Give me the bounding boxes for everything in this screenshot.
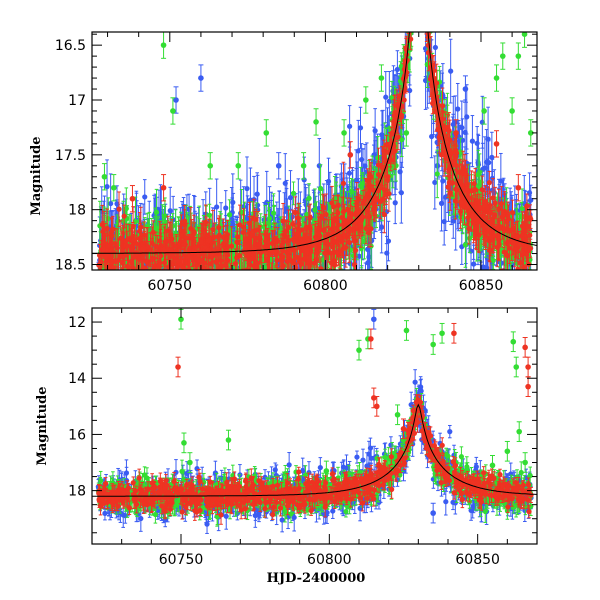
data-point bbox=[437, 65, 443, 99]
outlier-point bbox=[462, 75, 469, 103]
data-point bbox=[357, 106, 364, 149]
data-point bbox=[142, 179, 148, 215]
data-point bbox=[394, 50, 400, 89]
data-point bbox=[469, 115, 476, 168]
y-tick-label: 16.5 bbox=[55, 38, 86, 54]
outlier-point bbox=[198, 64, 204, 92]
y-tick-label: 17.5 bbox=[55, 148, 86, 164]
y-tick-label: 18 bbox=[68, 203, 86, 219]
top-data-points bbox=[96, 32, 534, 270]
top-panel: 60750 60800 60850 16.5 17 17.5 18 18.5 Magnitud… bbox=[29, 31, 538, 294]
data-point bbox=[229, 206, 236, 242]
data-point bbox=[282, 153, 288, 214]
y-tick-label: 17 bbox=[68, 93, 86, 109]
x-tick-label: 60750 bbox=[159, 552, 204, 568]
data-point bbox=[347, 105, 353, 148]
data-point bbox=[397, 150, 403, 193]
x-tick-label: 60850 bbox=[459, 278, 504, 294]
data-point bbox=[448, 38, 454, 104]
data-point bbox=[459, 100, 465, 155]
data-point bbox=[432, 155, 438, 210]
x-tick-label: 60850 bbox=[455, 552, 500, 568]
data-point bbox=[355, 119, 361, 183]
x-tick-label: 60800 bbox=[307, 552, 352, 568]
top-y-axis-label: Magnitude bbox=[29, 136, 44, 215]
data-point bbox=[438, 175, 445, 232]
outlier-point bbox=[275, 152, 282, 180]
data-point bbox=[108, 173, 114, 234]
x-tick-label: 60750 bbox=[148, 278, 193, 294]
x-tick-label: 60800 bbox=[303, 278, 348, 294]
y-tick-label: 18.5 bbox=[55, 258, 86, 274]
data-point bbox=[429, 114, 435, 159]
data-point bbox=[392, 181, 398, 225]
